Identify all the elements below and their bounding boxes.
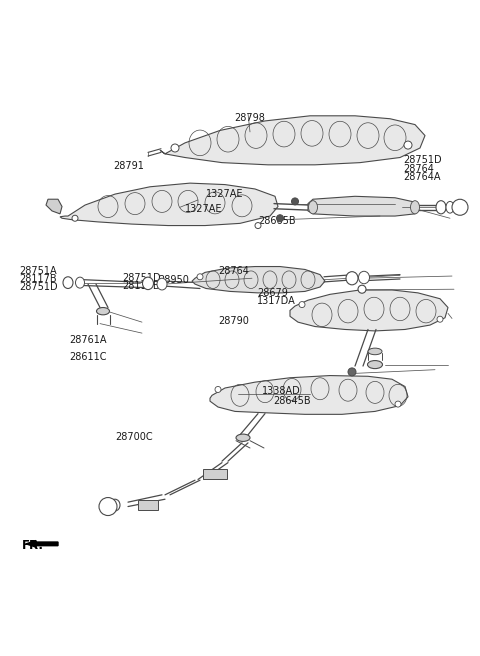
Circle shape bbox=[437, 316, 443, 322]
Text: 28751D: 28751D bbox=[19, 281, 58, 292]
Text: 1317DA: 1317DA bbox=[257, 296, 296, 306]
Ellipse shape bbox=[436, 201, 446, 214]
Ellipse shape bbox=[75, 277, 84, 288]
Text: 28751D: 28751D bbox=[122, 273, 161, 283]
Circle shape bbox=[276, 215, 284, 222]
Polygon shape bbox=[60, 183, 278, 226]
Circle shape bbox=[291, 198, 299, 205]
Text: 28700C: 28700C bbox=[115, 432, 153, 442]
Text: A: A bbox=[106, 502, 110, 511]
Ellipse shape bbox=[368, 348, 382, 355]
Ellipse shape bbox=[410, 201, 420, 214]
Circle shape bbox=[395, 401, 401, 407]
Text: 28751D: 28751D bbox=[403, 155, 442, 165]
Circle shape bbox=[197, 274, 203, 279]
Text: 28790: 28790 bbox=[218, 316, 249, 326]
Circle shape bbox=[72, 215, 78, 221]
Text: 28751A: 28751A bbox=[19, 266, 57, 276]
Text: 28611C: 28611C bbox=[70, 352, 107, 362]
Polygon shape bbox=[290, 290, 448, 331]
Circle shape bbox=[215, 386, 221, 392]
Text: 28791: 28791 bbox=[113, 161, 144, 171]
Text: 1338AD: 1338AD bbox=[262, 386, 300, 396]
Text: 28761A: 28761A bbox=[70, 335, 107, 344]
Polygon shape bbox=[160, 116, 425, 165]
Text: 28764: 28764 bbox=[403, 163, 434, 174]
Circle shape bbox=[255, 222, 261, 228]
Circle shape bbox=[348, 368, 356, 376]
Bar bbox=[138, 500, 158, 510]
Text: 28117B: 28117B bbox=[19, 274, 57, 284]
Ellipse shape bbox=[96, 308, 109, 315]
Ellipse shape bbox=[143, 277, 154, 289]
Ellipse shape bbox=[309, 201, 317, 214]
Ellipse shape bbox=[346, 272, 358, 285]
Text: 28645B: 28645B bbox=[274, 396, 311, 406]
Text: 28665B: 28665B bbox=[258, 216, 296, 226]
Circle shape bbox=[358, 285, 366, 293]
Polygon shape bbox=[210, 376, 408, 415]
Text: 28764: 28764 bbox=[218, 266, 249, 276]
Ellipse shape bbox=[236, 434, 250, 441]
Circle shape bbox=[99, 497, 117, 516]
Text: 28798: 28798 bbox=[234, 113, 265, 123]
Ellipse shape bbox=[157, 278, 167, 290]
Ellipse shape bbox=[368, 361, 383, 369]
Ellipse shape bbox=[359, 272, 370, 284]
Text: 28950: 28950 bbox=[158, 275, 189, 285]
Polygon shape bbox=[192, 266, 325, 293]
Text: 28117B: 28117B bbox=[122, 281, 160, 291]
Circle shape bbox=[404, 141, 412, 149]
Circle shape bbox=[452, 199, 468, 215]
Text: 28679: 28679 bbox=[257, 289, 288, 298]
Ellipse shape bbox=[110, 499, 120, 511]
Ellipse shape bbox=[446, 201, 454, 213]
Text: 1327AE: 1327AE bbox=[185, 204, 222, 214]
Text: 1327AE: 1327AE bbox=[206, 189, 244, 199]
Ellipse shape bbox=[63, 277, 73, 289]
Text: 28764A: 28764A bbox=[403, 173, 441, 182]
Circle shape bbox=[299, 302, 305, 308]
Bar bbox=[203, 469, 227, 480]
Polygon shape bbox=[46, 199, 62, 214]
Polygon shape bbox=[308, 196, 418, 216]
Circle shape bbox=[171, 144, 179, 152]
Text: FR.: FR. bbox=[22, 539, 44, 552]
Text: A: A bbox=[457, 203, 463, 212]
FancyArrow shape bbox=[26, 541, 58, 547]
